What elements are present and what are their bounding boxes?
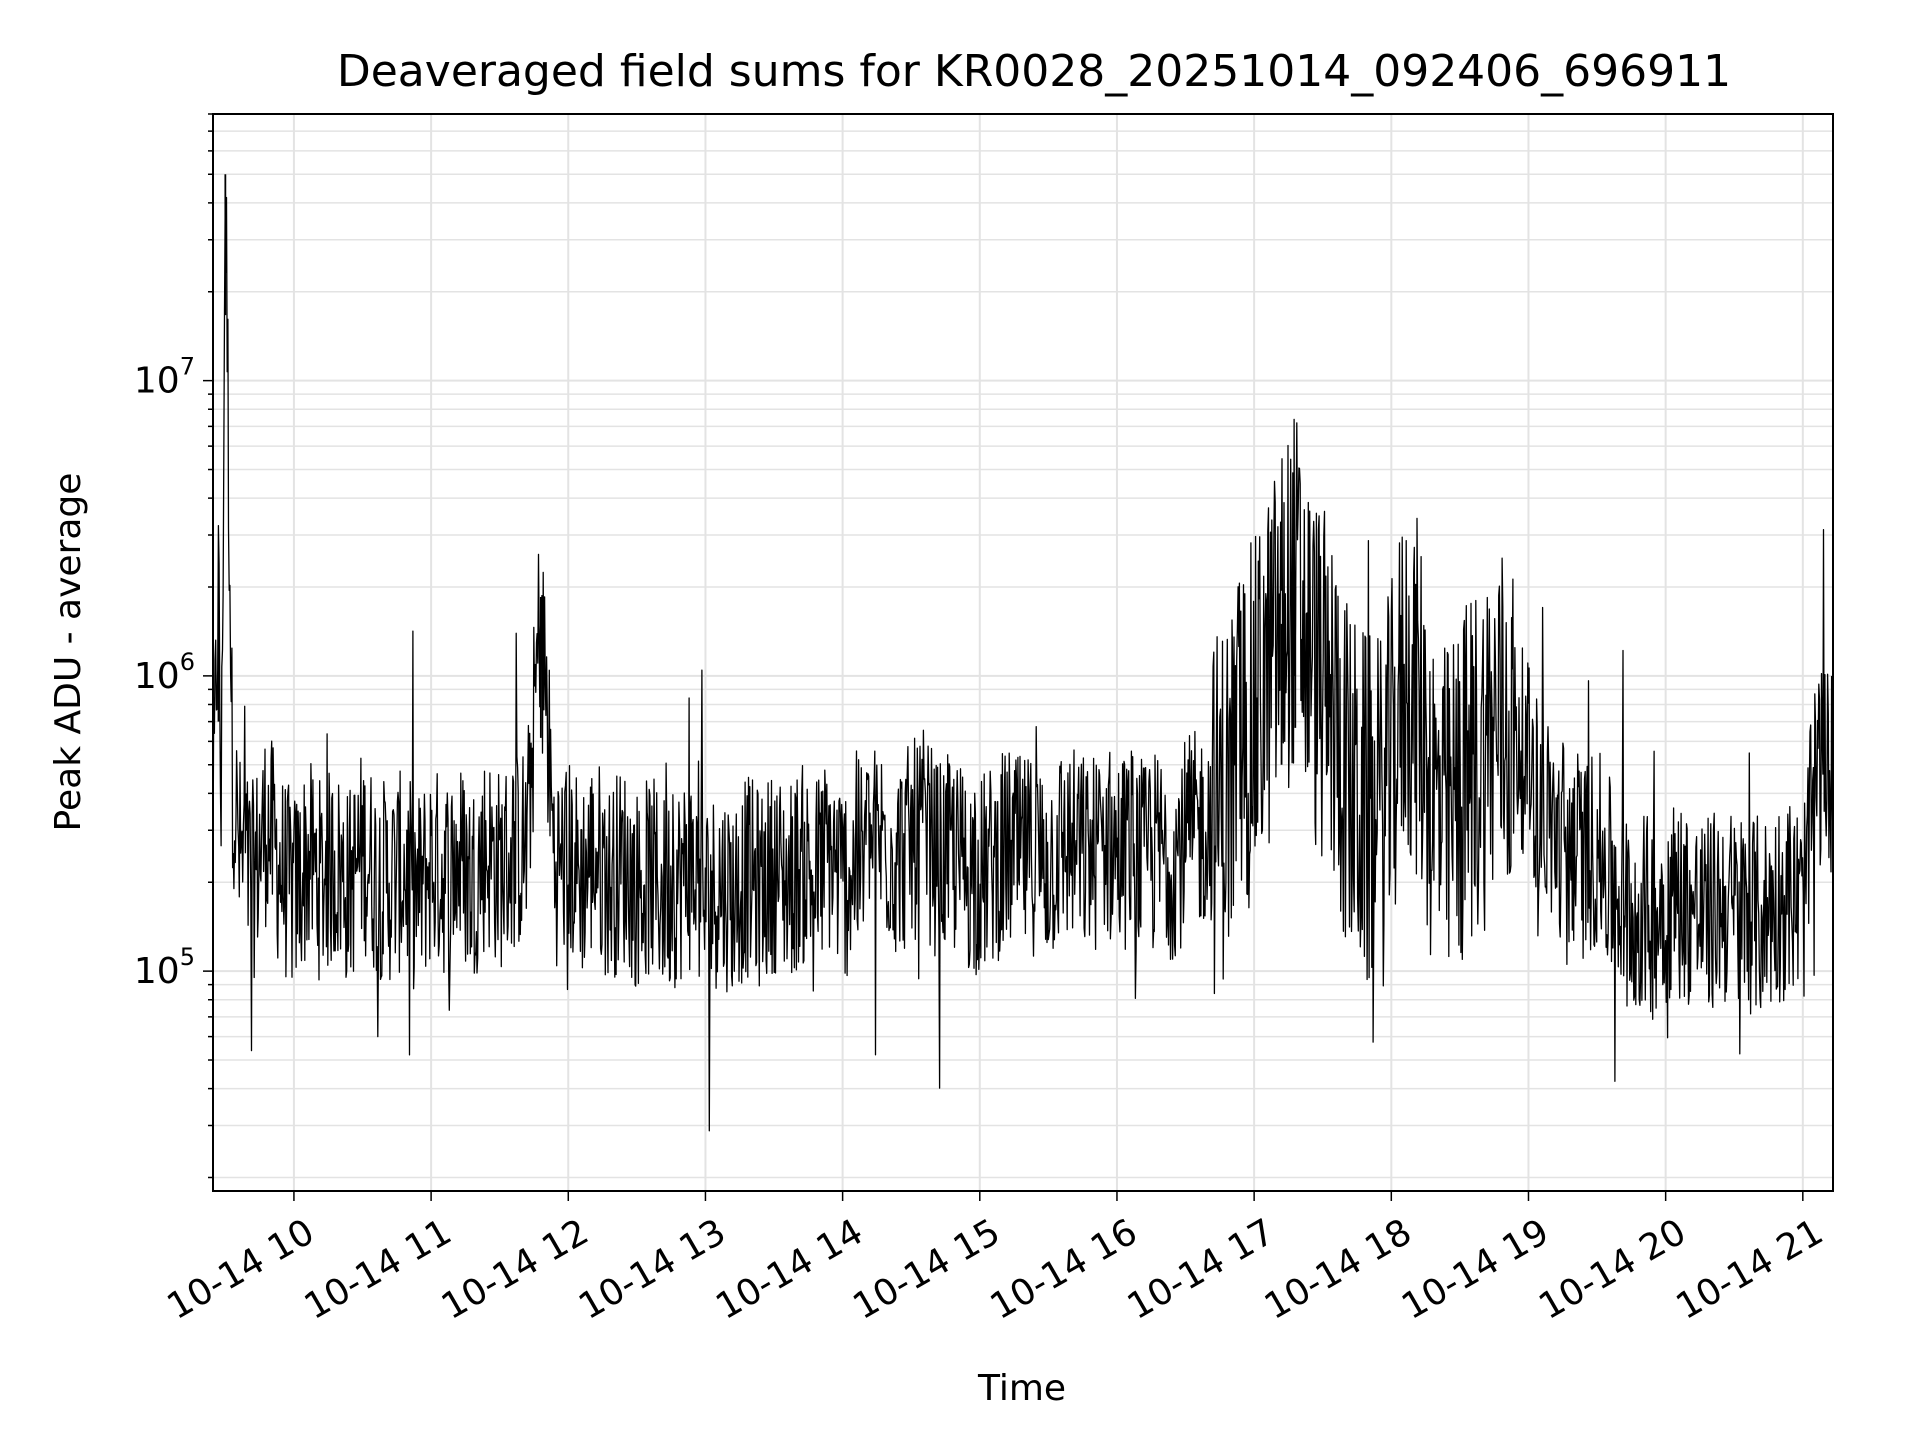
x-tick-label: 10-14 15 — [846, 1211, 1007, 1327]
y-axis-label: Peak ADU - average — [48, 473, 89, 832]
y-tick-label: 105 — [134, 943, 195, 992]
y-tick-exponent: 7 — [180, 353, 195, 381]
y-tick-exponent: 6 — [180, 648, 195, 676]
y-tick-label: 107 — [134, 353, 195, 402]
x-axis-label: Time — [977, 1368, 1066, 1409]
y-tick-base: 10 — [134, 951, 180, 992]
series-layer — [212, 174, 1834, 1132]
x-tick-label: 10-14 16 — [984, 1211, 1145, 1327]
series-line — [212, 196, 1834, 1132]
x-tick-label: 10-14 11 — [298, 1211, 459, 1327]
x-tick-label: 10-14 13 — [572, 1211, 733, 1327]
y-tick-base: 10 — [134, 361, 180, 402]
x-tick-label: 10-14 19 — [1395, 1211, 1556, 1327]
x-tick-label: 10-14 14 — [709, 1211, 870, 1327]
x-tick-label: 10-14 21 — [1669, 1211, 1830, 1327]
x-tick-label: 10-14 12 — [435, 1211, 596, 1327]
x-tick-label: 10-14 18 — [1258, 1211, 1419, 1327]
y-tick-label: 106 — [134, 648, 195, 697]
x-tick-label: 10-14 10 — [161, 1211, 322, 1327]
grid — [213, 113, 1833, 1191]
x-tick-label: 10-14 20 — [1532, 1211, 1693, 1327]
y-tick-base: 10 — [134, 656, 180, 697]
y-tick-exponent: 5 — [180, 943, 195, 971]
chart-title: Deaveraged field sums for KR0028_2025101… — [337, 46, 1731, 97]
x-tick-label: 10-14 17 — [1121, 1211, 1282, 1327]
plot-frame — [212, 113, 1834, 1192]
